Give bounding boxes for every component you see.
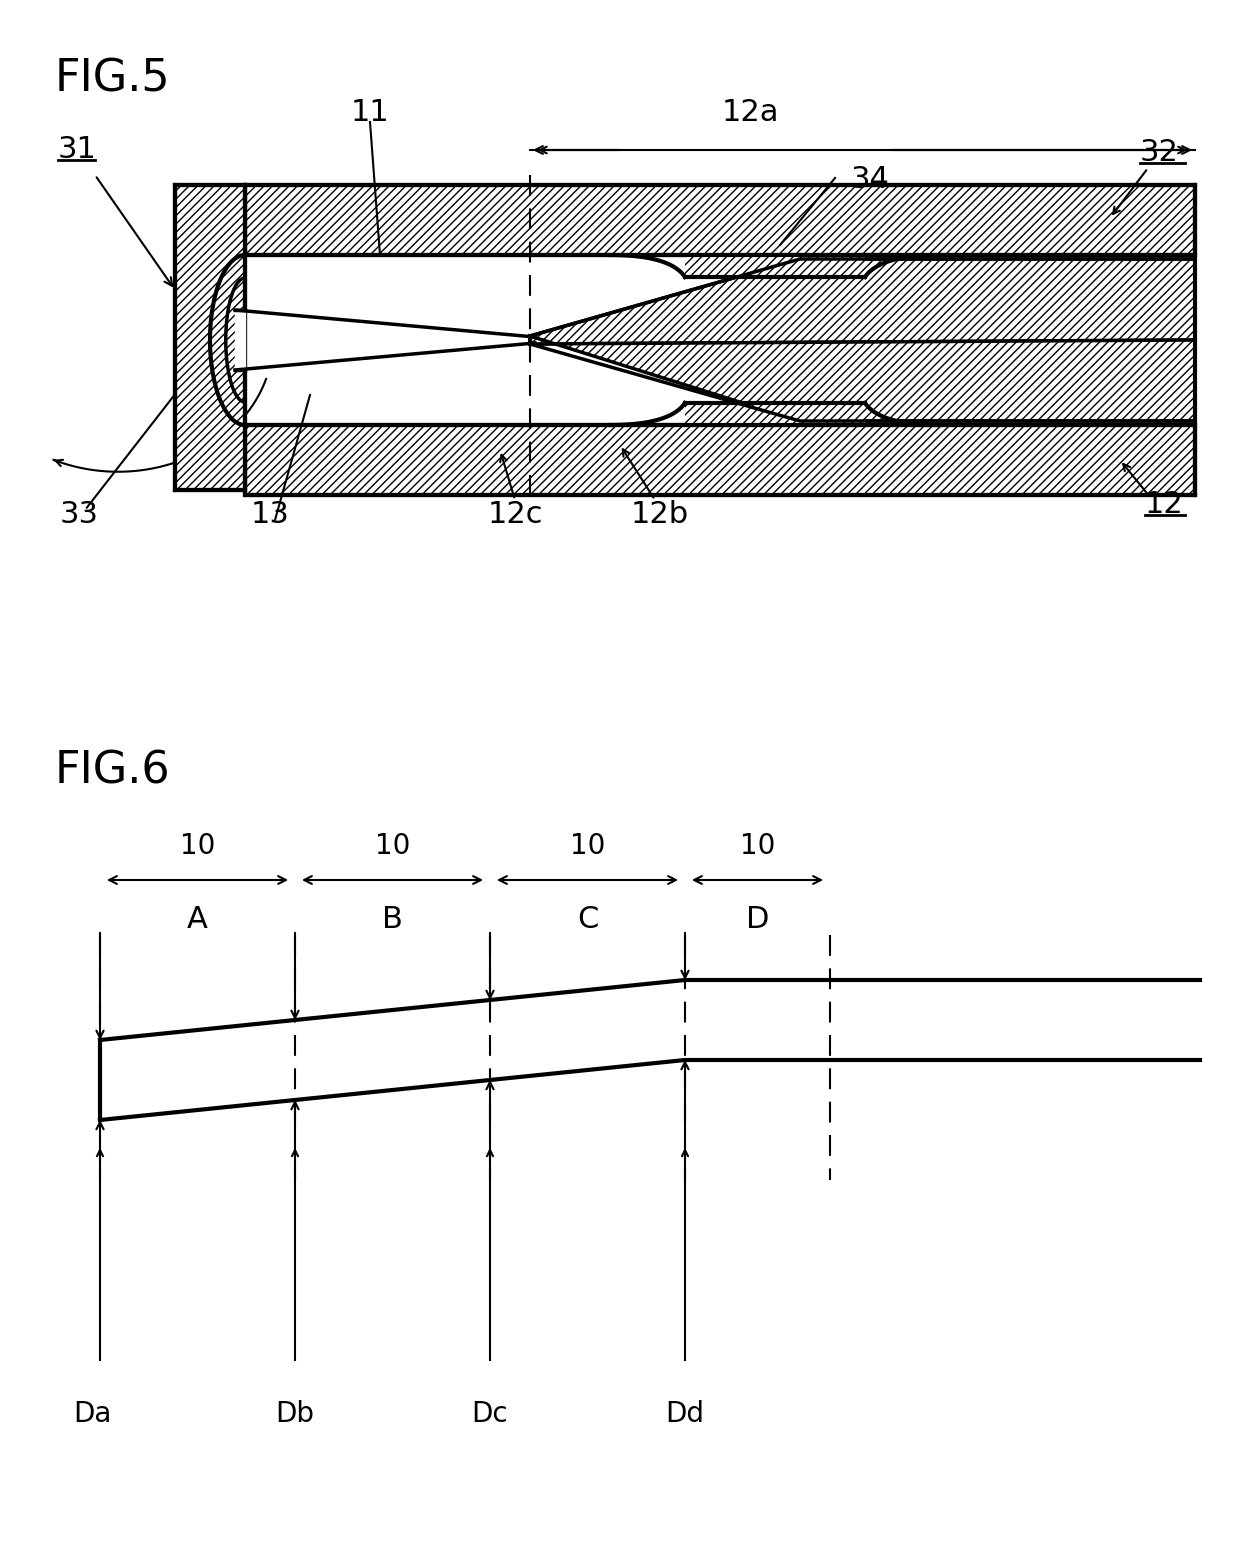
- Text: Da: Da: [73, 1400, 112, 1429]
- Text: 34: 34: [851, 166, 889, 194]
- Text: Dc: Dc: [471, 1400, 508, 1429]
- Text: 31: 31: [58, 134, 97, 164]
- Polygon shape: [684, 255, 866, 277]
- Text: 13: 13: [250, 500, 289, 528]
- Text: 10: 10: [570, 832, 605, 860]
- Polygon shape: [529, 336, 1195, 420]
- Text: FIG.5: FIG.5: [55, 58, 171, 102]
- Text: 11: 11: [351, 98, 389, 127]
- Text: Dd: Dd: [666, 1400, 704, 1429]
- Text: 12: 12: [1145, 489, 1184, 519]
- Text: 12c: 12c: [487, 500, 543, 528]
- Polygon shape: [246, 184, 1195, 255]
- Polygon shape: [684, 403, 866, 425]
- Polygon shape: [529, 259, 1195, 344]
- Text: 12b: 12b: [631, 500, 689, 528]
- Text: B: B: [382, 905, 403, 935]
- Text: 10: 10: [374, 832, 410, 860]
- Text: 32: 32: [1140, 138, 1179, 167]
- Text: 12a: 12a: [722, 98, 779, 127]
- Text: 10: 10: [180, 832, 216, 860]
- Polygon shape: [246, 425, 1195, 495]
- Text: C: C: [577, 905, 598, 935]
- Text: 33: 33: [60, 500, 99, 528]
- Text: FIG.6: FIG.6: [55, 750, 171, 792]
- Text: D: D: [745, 905, 769, 935]
- Text: A: A: [187, 905, 208, 935]
- Polygon shape: [175, 184, 246, 489]
- Text: Db: Db: [275, 1400, 315, 1429]
- Text: 10: 10: [740, 832, 775, 860]
